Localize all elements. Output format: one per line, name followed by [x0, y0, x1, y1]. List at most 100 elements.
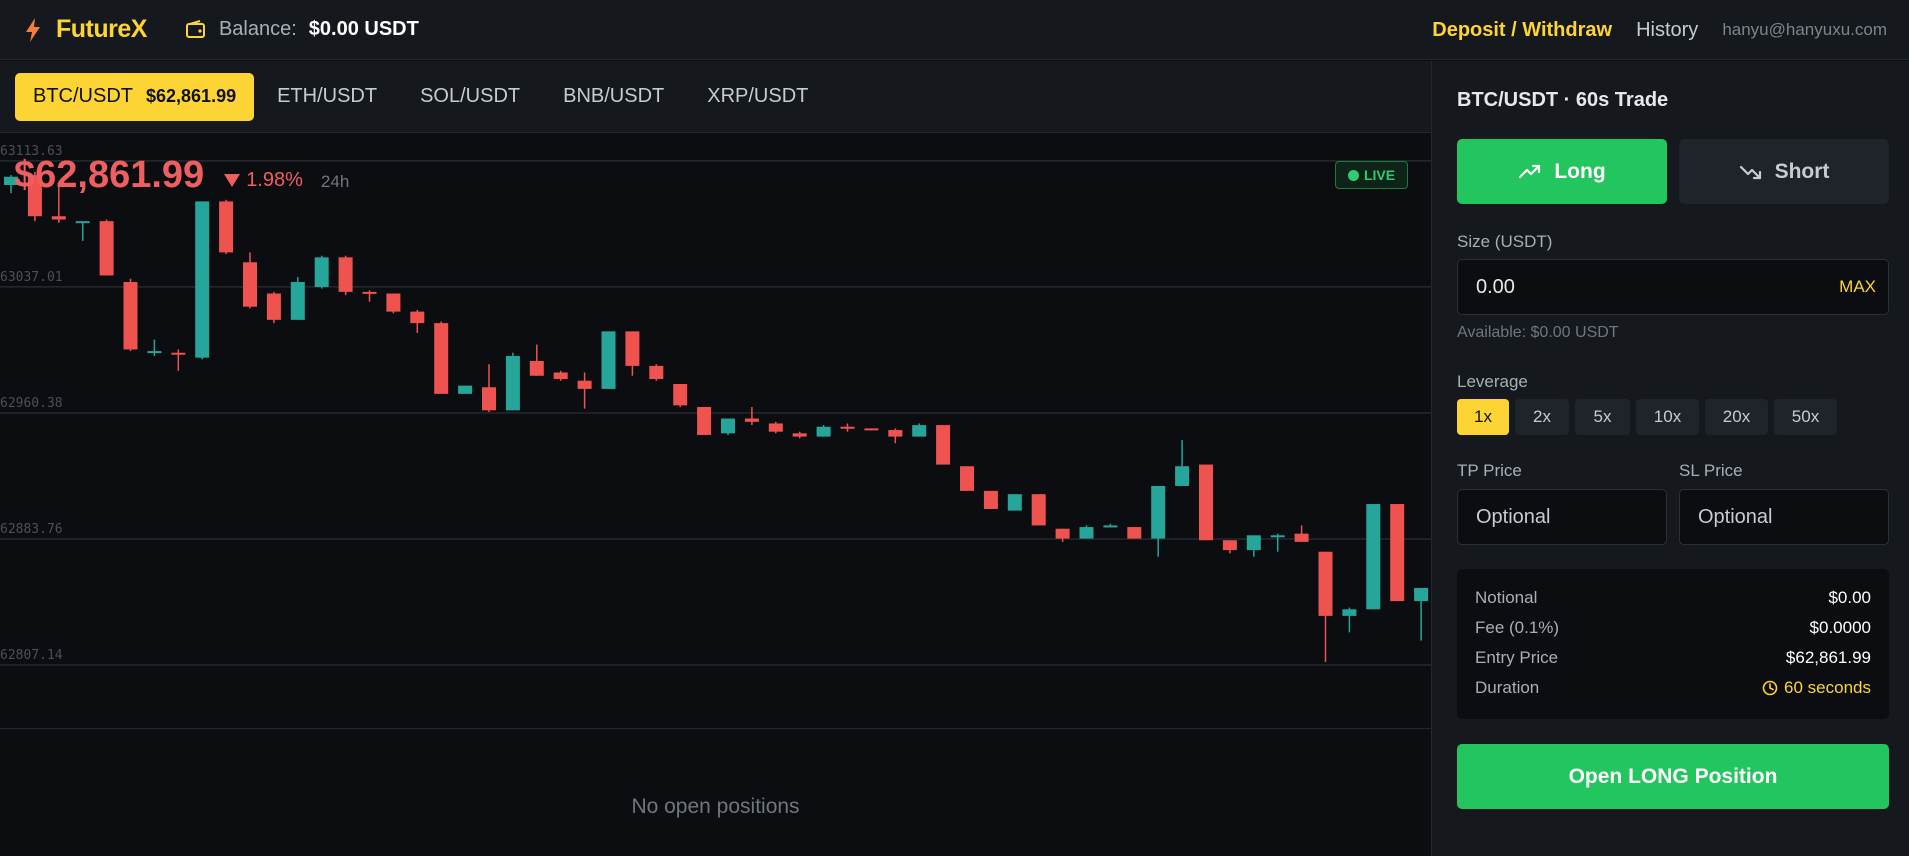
history-link[interactable]: History — [1636, 18, 1699, 41]
wallet-icon — [185, 19, 205, 38]
tp-field[interactable] — [1457, 489, 1667, 545]
candle-body — [1390, 504, 1405, 602]
candle-body — [649, 365, 664, 380]
candle — [1246, 535, 1261, 557]
candle-body — [673, 383, 688, 406]
available-balance: Available: $0.00 USDT — [1457, 324, 1619, 341]
candle-body — [1199, 464, 1213, 541]
tab-bnb-usdt[interactable]: BNB/USDT — [543, 73, 684, 121]
tp-input[interactable] — [1476, 505, 1646, 529]
candle — [1414, 587, 1429, 641]
sl-field[interactable] — [1679, 489, 1889, 545]
candle — [553, 370, 568, 381]
deposit-withdraw-link[interactable]: Deposit / Withdraw — [1432, 18, 1613, 41]
candle-body — [1366, 504, 1381, 610]
size-field[interactable]: MAX — [1457, 259, 1889, 315]
candle-body — [147, 351, 162, 354]
tab-sol-usdt[interactable]: SOL/USDT — [400, 73, 540, 121]
candle — [1390, 504, 1405, 602]
leverage-1x[interactable]: 1x — [1457, 399, 1509, 435]
candle-body — [960, 466, 974, 491]
leverage-5x[interactable]: 5x — [1575, 399, 1630, 435]
y-tick-label: 63113.63 — [0, 144, 63, 159]
candle-body — [195, 201, 210, 358]
brand-name: FutureX — [56, 15, 147, 43]
candle-body — [577, 380, 592, 389]
candle-body — [219, 201, 234, 253]
brand[interactable]: FutureX — [22, 15, 147, 44]
leverage-20x[interactable]: 20x — [1705, 399, 1768, 435]
candle — [1318, 551, 1333, 662]
lightning-icon — [26, 17, 40, 42]
trade-panel: BTC/USDT · 60s Trade Long Short Size (US… — [1431, 61, 1909, 856]
tab-xrp-usdt[interactable]: XRP/USDT — [687, 73, 828, 121]
price-change: 1.98% — [224, 169, 303, 192]
candle — [123, 278, 138, 352]
max-button[interactable]: MAX — [1839, 277, 1876, 296]
candle — [673, 383, 688, 408]
candle — [362, 290, 377, 302]
short-button[interactable]: Short — [1679, 139, 1889, 204]
candle — [266, 291, 281, 324]
candle-body — [983, 490, 998, 509]
candlestick-chart[interactable]: 63113.63 63037.01 62960.38 62883.76 62807.14 — [0, 134, 1431, 728]
sl-input[interactable] — [1698, 505, 1868, 529]
candle-body — [888, 430, 903, 437]
user-email[interactable]: hanyu@hanyuxu.com — [1722, 20, 1887, 39]
candle-body — [553, 372, 568, 380]
leverage-50x[interactable]: 50x — [1774, 399, 1837, 435]
leverage-2x[interactable]: 2x — [1515, 399, 1569, 435]
tab-eth-usdt[interactable]: ETH/USDT — [257, 73, 397, 121]
short-label: Short — [1774, 159, 1830, 183]
summary-value: 60 seconds — [1762, 678, 1871, 698]
candle-body — [482, 387, 496, 411]
top-bar: FutureX Balance: $0.00 USDT Deposit / Wi… — [0, 0, 1909, 60]
candle — [936, 425, 951, 465]
candle — [243, 252, 257, 309]
summary-fee: Fee (0.1%) $0.0000 — [1475, 613, 1871, 643]
long-label: Long — [1554, 159, 1606, 183]
sl-label: SL Price — [1679, 461, 1743, 480]
candle — [4, 175, 18, 194]
candle — [888, 428, 903, 444]
candle-body — [434, 323, 449, 394]
candle — [147, 339, 162, 357]
candle-body — [386, 293, 401, 312]
candle — [482, 364, 496, 412]
long-button[interactable]: Long — [1457, 139, 1667, 204]
candle — [697, 407, 712, 435]
candle — [529, 344, 544, 376]
candle-body — [99, 221, 114, 276]
size-input[interactable] — [1476, 275, 1806, 299]
candle — [816, 425, 831, 437]
candle — [1342, 607, 1357, 633]
price-chart[interactable]: 63113.63 63037.01 62960.38 62883.76 62807.14… — [0, 134, 1431, 728]
candle — [1366, 504, 1381, 610]
candle — [386, 293, 401, 314]
candle-body — [410, 311, 425, 324]
candle-body — [792, 433, 807, 437]
candle-body — [27, 175, 42, 217]
open-position-button[interactable]: Open LONG Position — [1457, 744, 1889, 809]
summary-key: Entry Price — [1475, 648, 1559, 667]
candle-body — [171, 352, 186, 355]
leverage-10x[interactable]: 10x — [1636, 399, 1699, 435]
candle-body — [625, 331, 640, 366]
candle — [434, 321, 449, 394]
top-right-nav: Deposit / Withdraw History hanyu@hanyuxu… — [1432, 0, 1887, 60]
leverage-label: Leverage — [1457, 372, 1528, 391]
tab-label: BNB/USDT — [563, 85, 665, 107]
pair-tabs: BTC/USDT $62,861.99 ETH/USDT SOL/USDT BN… — [0, 61, 1431, 133]
candle-body — [1342, 609, 1357, 616]
tab-price: $62,861.99 — [146, 86, 237, 106]
candle — [625, 331, 640, 376]
candle-body — [1318, 551, 1333, 616]
candle — [195, 201, 210, 360]
candle-body — [601, 331, 616, 389]
candle — [1270, 533, 1285, 552]
y-tick-label: 63037.01 — [0, 270, 63, 285]
candle-body — [840, 426, 855, 429]
candle — [505, 352, 520, 411]
tab-btc-usdt[interactable]: BTC/USDT $62,861.99 — [15, 72, 255, 121]
candle — [27, 171, 42, 222]
